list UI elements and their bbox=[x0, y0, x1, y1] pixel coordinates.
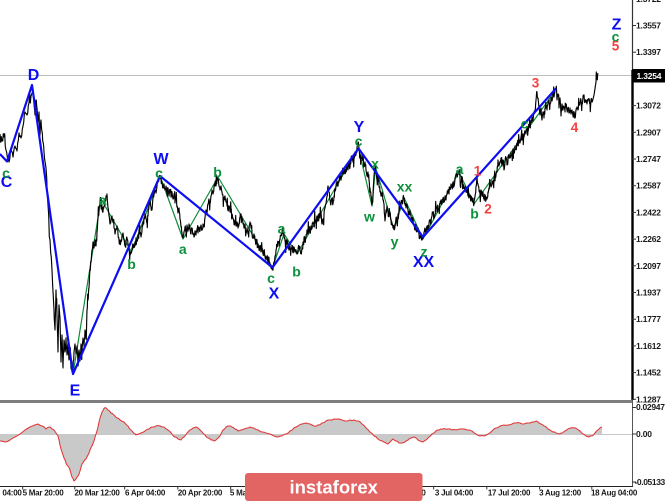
svg-text:-0.05133: -0.05133 bbox=[635, 477, 665, 487]
svg-text:C: C bbox=[1, 174, 13, 191]
svg-text:XX: XX bbox=[413, 254, 435, 271]
svg-text:1.2747: 1.2747 bbox=[636, 154, 661, 164]
svg-text:17 Jul 20:00: 17 Jul 20:00 bbox=[488, 489, 531, 498]
svg-text:1.3254: 1.3254 bbox=[637, 71, 662, 81]
svg-text:1.1777: 1.1777 bbox=[636, 314, 661, 324]
svg-text:z: z bbox=[421, 244, 428, 260]
svg-text:5 Mar 20:00: 5 Mar 20:00 bbox=[23, 489, 65, 498]
svg-text:2: 2 bbox=[484, 202, 492, 217]
svg-text:1.3722: 1.3722 bbox=[636, 0, 661, 4]
svg-text:c: c bbox=[155, 165, 163, 181]
svg-text:Y: Y bbox=[354, 119, 365, 136]
svg-text:1.3397: 1.3397 bbox=[636, 47, 661, 57]
svg-text:c: c bbox=[612, 29, 620, 45]
svg-text:instaforex: instaforex bbox=[289, 477, 378, 498]
svg-text:a: a bbox=[456, 161, 464, 177]
svg-text:20 Apr 20:00: 20 Apr 20:00 bbox=[178, 489, 223, 498]
svg-text:w: w bbox=[363, 209, 375, 225]
svg-text:0.00: 0.00 bbox=[636, 429, 652, 439]
svg-text:E: E bbox=[70, 383, 81, 400]
svg-text:c: c bbox=[521, 116, 529, 132]
svg-text:20 Mar 12:00: 20 Mar 12:00 bbox=[74, 489, 120, 498]
svg-text:c: c bbox=[267, 270, 275, 286]
svg-text:Z: Z bbox=[612, 17, 622, 34]
svg-text:3: 3 bbox=[532, 76, 540, 91]
svg-text:c: c bbox=[355, 133, 363, 149]
svg-text:1.1937: 1.1937 bbox=[636, 288, 661, 298]
svg-text:b: b bbox=[470, 206, 479, 222]
svg-text:1: 1 bbox=[474, 164, 482, 179]
svg-text:1.1452: 1.1452 bbox=[636, 368, 661, 378]
svg-text:W: W bbox=[153, 151, 169, 168]
svg-text:a: a bbox=[278, 221, 286, 237]
svg-text:1.3557: 1.3557 bbox=[636, 21, 661, 31]
svg-text:1.2907: 1.2907 bbox=[636, 127, 661, 137]
svg-text:x: x bbox=[371, 156, 379, 172]
svg-text:a: a bbox=[99, 192, 107, 208]
svg-text:1.2422: 1.2422 bbox=[636, 207, 661, 217]
svg-text:y: y bbox=[391, 234, 399, 250]
svg-text:0.02947: 0.02947 bbox=[636, 402, 665, 412]
svg-text:D: D bbox=[28, 67, 40, 84]
svg-text:5: 5 bbox=[612, 39, 620, 54]
svg-text:6 Apr 04:00: 6 Apr 04:00 bbox=[125, 489, 166, 498]
svg-text:18 Aug 04:00: 18 Aug 04:00 bbox=[591, 489, 638, 498]
svg-text:3 Jul 04:00: 3 Jul 04:00 bbox=[435, 489, 474, 498]
svg-text:1.1287: 1.1287 bbox=[636, 394, 661, 404]
svg-text:c: c bbox=[2, 165, 10, 181]
svg-text:b: b bbox=[292, 264, 301, 280]
svg-text:3 Aug 12:00: 3 Aug 12:00 bbox=[539, 489, 582, 498]
svg-text:xx: xx bbox=[397, 179, 413, 195]
svg-text:a: a bbox=[179, 241, 187, 257]
svg-text:4: 4 bbox=[571, 120, 579, 135]
svg-text:1.3072: 1.3072 bbox=[636, 101, 661, 111]
svg-text:b: b bbox=[213, 164, 222, 180]
svg-text:1.2097: 1.2097 bbox=[636, 261, 661, 271]
svg-text:1.1612: 1.1612 bbox=[636, 341, 661, 351]
svg-text:04:00: 04:00 bbox=[2, 489, 22, 498]
svg-text:X: X bbox=[269, 286, 280, 303]
svg-text:1.2262: 1.2262 bbox=[636, 234, 661, 244]
svg-text:b: b bbox=[127, 256, 136, 272]
svg-text:1.2587: 1.2587 bbox=[636, 181, 661, 191]
